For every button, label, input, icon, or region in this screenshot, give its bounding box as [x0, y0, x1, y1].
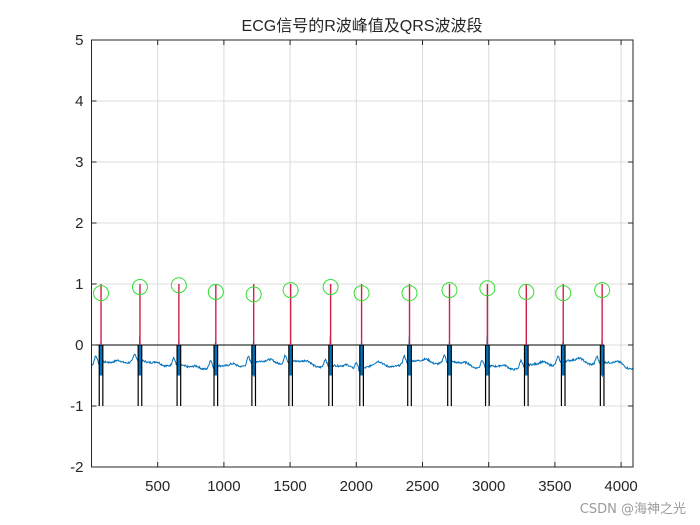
y-tick-label: 3	[75, 154, 83, 171]
r-peak-circle-marker	[282, 282, 299, 299]
ecg-spike	[408, 345, 412, 376]
x-tick-label: 2500	[406, 478, 439, 495]
r-peak-circle-marker	[353, 285, 370, 302]
r-peak-markers	[93, 277, 611, 303]
ecg-spike	[252, 345, 256, 376]
y-tick-label: 2	[75, 215, 83, 232]
axes-background	[91, 40, 633, 467]
x-tick-label: 4000	[604, 478, 637, 495]
r-peak-circle-marker	[93, 285, 110, 302]
y-tick-label: 5	[75, 32, 83, 49]
r-peak-circle-marker	[594, 282, 611, 299]
x-tick-label: 1000	[207, 478, 240, 495]
ecg-spike	[289, 345, 293, 376]
plot-area	[91, 39, 634, 468]
x-tick-label: 1500	[273, 478, 306, 495]
ecg-spike	[447, 345, 451, 376]
watermark: CSDN @海神之光	[579, 502, 686, 517]
ecg-qrs-spikes	[99, 345, 604, 376]
ecg-spike	[485, 345, 489, 376]
y-tick-label: 0	[75, 337, 83, 354]
ecg-spike	[360, 345, 364, 376]
x-tick-label: 3000	[472, 478, 505, 495]
ecg-spike	[177, 345, 181, 376]
qrs-segments	[91, 344, 605, 406]
y-tick-label: -2	[70, 459, 83, 476]
ecg-spike	[329, 345, 333, 376]
ecg-spike	[99, 345, 103, 376]
r-peak-circle-marker	[131, 279, 148, 296]
r-peak-circle-marker	[322, 279, 339, 296]
x-tick-label: 2000	[340, 478, 373, 495]
r-peak-circle-marker	[441, 282, 458, 299]
axes-box	[91, 39, 634, 468]
x-tick-label: 500	[145, 478, 170, 495]
ecg-spike	[524, 345, 528, 376]
x-tick-label: 3500	[538, 478, 571, 495]
r-peak-circle-marker	[479, 280, 496, 297]
ecg-spike	[138, 345, 142, 376]
r-peak-circle-marker	[207, 283, 224, 300]
axes-frame	[91, 39, 634, 468]
r-peak-circle-marker	[401, 285, 418, 302]
ecg-spike	[600, 345, 604, 376]
y-tick-label: 1	[75, 276, 83, 293]
y-tick-label: -1	[70, 398, 83, 415]
y-tick-label: 4	[75, 93, 83, 110]
ecg-spike	[561, 345, 565, 376]
r-peak-circle-marker	[518, 283, 535, 300]
axis-ticks: 500 1000 1500 2000 2500 3000 3500 4000 -2 -1 0 1 2 3 4…	[70, 32, 638, 495]
r-peak-circle-marker	[555, 285, 572, 302]
chart-title: ECG信号的R波峰值及QRS波波段	[242, 17, 483, 35]
ecg-spike	[214, 345, 218, 376]
r-peak-circle-marker	[170, 277, 187, 294]
r-peak-circle-marker	[245, 286, 262, 303]
